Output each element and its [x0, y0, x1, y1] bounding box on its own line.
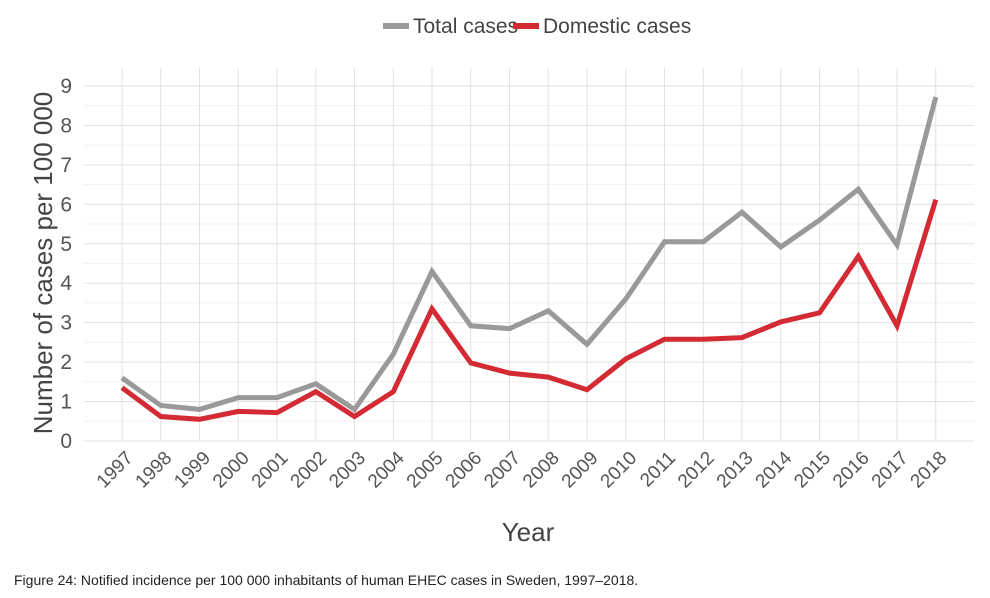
y-tick-label: 0 [60, 430, 72, 453]
x-tick-label: 2010 [597, 448, 642, 493]
figure-caption: Figure 24: Notified incidence per 100 00… [14, 572, 639, 588]
series-line-domestic-cases [120, 198, 939, 422]
y-axis-title: Number of cases per 100 000 [28, 92, 58, 435]
x-axis-title: Year [502, 517, 555, 547]
y-tick-label: 2 [60, 351, 72, 374]
gridlines [84, 68, 974, 442]
y-tick-label: 3 [60, 312, 72, 335]
x-tick-label: 2015 [790, 448, 835, 493]
x-tick-label: 2018 [907, 448, 952, 493]
x-tick-label: 1997 [93, 448, 138, 493]
x-tick-label: 2007 [480, 448, 525, 493]
y-axis-ticks: 0 1 2 3 4 5 6 7 8 9 [60, 75, 72, 453]
legend: Total cases Domestic cases [383, 15, 691, 38]
legend-label-domestic: Domestic cases [543, 15, 691, 38]
y-tick-label: 9 [60, 75, 72, 98]
y-tick-label: 1 [60, 391, 72, 414]
x-tick-label: 2017 [868, 448, 913, 493]
x-tick-label: 2004 [364, 447, 409, 492]
x-tick-label: 2001 [248, 448, 293, 493]
y-tick-label: 6 [60, 193, 72, 216]
x-tick-label: 2005 [403, 448, 448, 493]
x-tick-label: 2002 [287, 448, 332, 493]
series-lines [120, 96, 939, 422]
legend-label-total: Total cases [413, 15, 518, 38]
series-line-total-cases [120, 96, 939, 413]
x-tick-label: 2000 [209, 448, 254, 493]
y-tick-label: 7 [60, 154, 72, 177]
x-tick-label: 2011 [636, 448, 680, 492]
x-tick-label: 2009 [558, 448, 603, 493]
x-tick-label: 2006 [442, 448, 487, 493]
x-tick-label: 1999 [170, 448, 215, 493]
x-tick-label: 2013 [713, 448, 758, 493]
x-tick-label: 2014 [752, 447, 797, 492]
x-tick-label: 1998 [132, 448, 177, 493]
x-axis-ticks: 1997199819992000200120022003200420052006… [93, 447, 951, 492]
y-tick-label: 5 [60, 233, 72, 256]
x-tick-label: 2016 [829, 448, 874, 493]
y-tick-label: 4 [60, 272, 72, 295]
y-tick-label: 8 [60, 114, 72, 137]
x-tick-label: 2003 [325, 448, 370, 493]
x-tick-label: 2012 [674, 448, 719, 493]
x-tick-label: 2008 [519, 448, 564, 493]
